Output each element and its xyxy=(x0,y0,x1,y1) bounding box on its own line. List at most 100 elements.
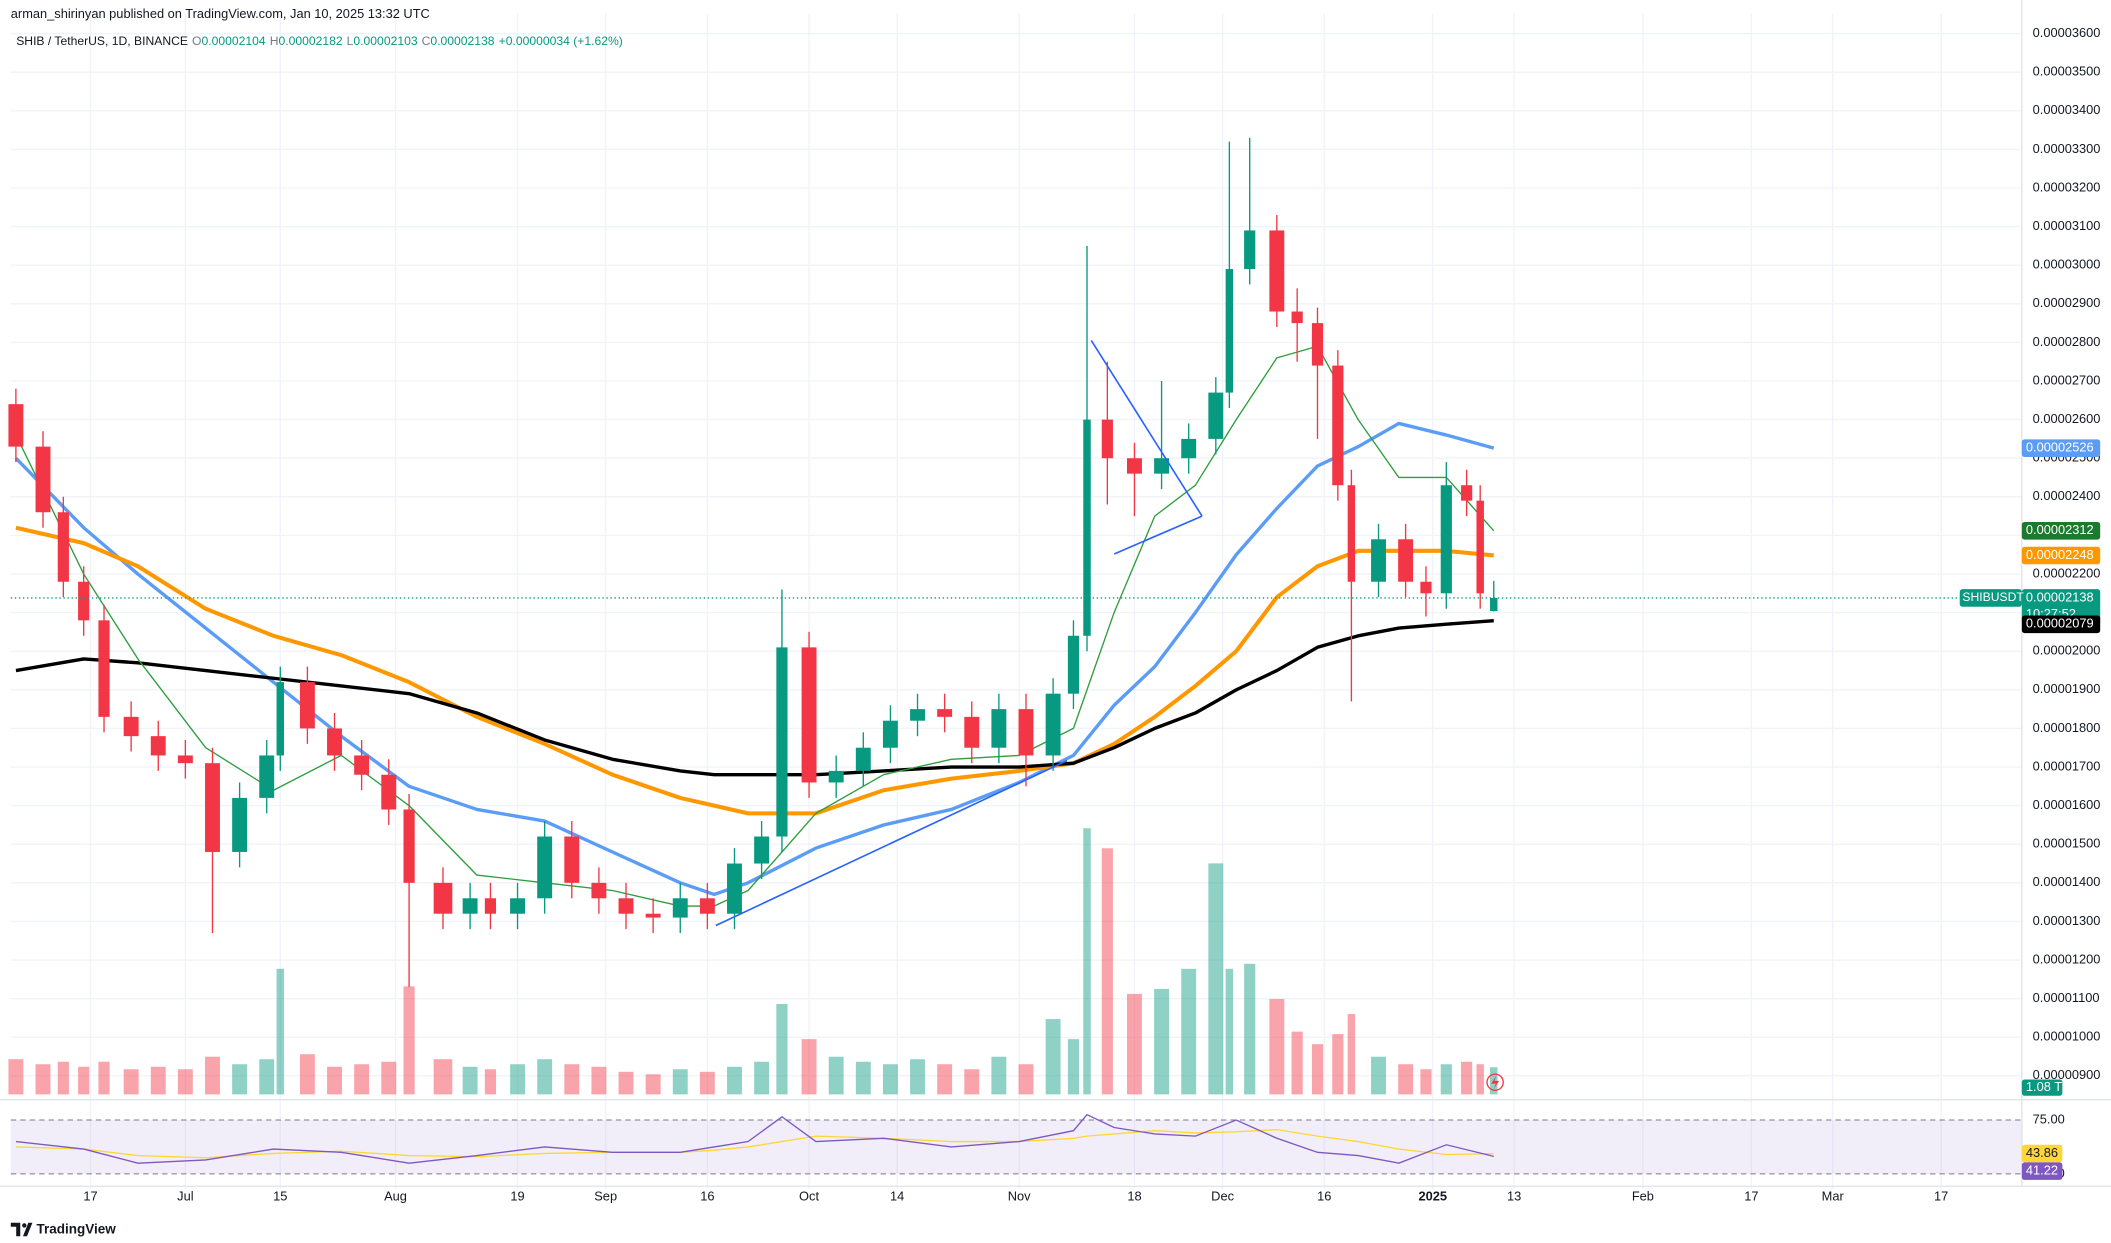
candle-body xyxy=(1461,485,1473,501)
x-tick-label: 19 xyxy=(510,1188,524,1203)
volume-bar xyxy=(1440,1064,1452,1095)
rsi-badge-bg xyxy=(2021,1162,2063,1180)
logo-mark xyxy=(22,1222,33,1237)
candle-body xyxy=(1311,323,1324,366)
volume-bar xyxy=(1371,1056,1386,1095)
volume-bar xyxy=(381,1061,397,1095)
volume-bar xyxy=(776,1003,788,1095)
volume-bar xyxy=(1461,1061,1473,1095)
candle-body xyxy=(1420,581,1432,594)
volume-bar xyxy=(57,1061,69,1095)
volume-bar xyxy=(727,1066,742,1095)
plot xyxy=(8,137,2022,1175)
ma-badge-bg xyxy=(2021,522,2101,540)
candle-body xyxy=(35,446,51,513)
candle-body xyxy=(276,682,285,756)
volume-bar xyxy=(1476,1064,1484,1095)
brand: TradingView xyxy=(36,1222,116,1237)
publisher: arman_shirinyan published on TradingView… xyxy=(11,6,430,21)
volume-bar xyxy=(1083,828,1091,1095)
candle-body xyxy=(727,863,742,914)
candle-body xyxy=(1045,693,1061,756)
candle-body xyxy=(537,836,553,899)
rsi-tick-label: 75.00 xyxy=(2033,1111,2065,1126)
y-tick-label: 0.00002700 xyxy=(2033,372,2101,387)
ohlc-key: C xyxy=(422,34,431,48)
volume-bar xyxy=(855,1061,871,1095)
y-tick-label: 0.00001400 xyxy=(2033,874,2101,889)
volume-bar xyxy=(205,1056,220,1095)
alert-icon[interactable] xyxy=(1486,1073,1504,1092)
candle-body xyxy=(123,716,139,737)
volume-bar xyxy=(177,1069,193,1095)
ma-badge-bg xyxy=(2021,615,2101,634)
trend-line xyxy=(1090,340,1203,517)
volume-bar xyxy=(1420,1069,1432,1095)
volume-bar xyxy=(618,1071,634,1095)
candle-body xyxy=(354,755,370,775)
y-tick-label: 0.00002200 xyxy=(2033,565,2101,580)
volume-bar xyxy=(276,968,285,1095)
candle-body xyxy=(98,620,110,717)
y-tick-label: 0.00001000 xyxy=(2033,1029,2101,1044)
candle-body xyxy=(1181,438,1197,459)
candle-body xyxy=(327,728,342,756)
volume-bar xyxy=(1154,988,1170,1095)
alert-icon-bolt xyxy=(1491,1075,1500,1089)
y-tick-label: 0.00002900 xyxy=(2033,295,2101,310)
y-tick-label: 0.00003600 xyxy=(2033,25,2101,40)
volume-bar xyxy=(78,1066,90,1095)
grid xyxy=(10,13,2022,1189)
axes: 0.00000900 0.00001000 0.00001100 0.00001200… xyxy=(83,25,2100,1203)
ohlc-value: 0.00002103 xyxy=(353,34,417,48)
y-tick-label: 0.00001900 xyxy=(2033,681,2101,696)
volume-bar xyxy=(991,1056,1007,1095)
y-tick-label: 0.00002800 xyxy=(2033,334,2101,349)
y-tick-label: 0.00003100 xyxy=(2033,218,2101,233)
volume-bar xyxy=(433,1059,453,1095)
rsi-line xyxy=(15,1113,1494,1164)
moving-average xyxy=(15,525,1494,816)
rsi-band xyxy=(10,1119,2022,1174)
candle-body xyxy=(1083,419,1091,636)
candle-body xyxy=(177,755,193,764)
candle-body xyxy=(910,709,925,721)
y-tick-label: 0.00003400 xyxy=(2033,102,2101,117)
volume-bar xyxy=(564,1064,580,1095)
x-tick-label: 2025 xyxy=(1418,1188,1447,1203)
volume-bar xyxy=(354,1064,370,1095)
candle-body xyxy=(801,647,817,783)
y-tick-label: 0.00003500 xyxy=(2033,64,2101,79)
x-tick-label: 15 xyxy=(273,1188,287,1203)
candle-body xyxy=(78,581,90,621)
x-tick-label: 17 xyxy=(83,1188,97,1203)
volume-bar xyxy=(327,1066,342,1095)
trend-line xyxy=(715,759,1068,927)
candle-body xyxy=(882,720,898,748)
candle-body xyxy=(672,898,688,918)
y-tick-label: 0.00001800 xyxy=(2033,720,2101,735)
volume-bar xyxy=(403,986,415,1095)
ma-badge: 0.00002312 xyxy=(2026,522,2094,537)
candle-body xyxy=(299,682,315,729)
symbol-tag-bg xyxy=(1959,589,2022,607)
candle-body xyxy=(1244,230,1256,270)
candle-body xyxy=(564,836,580,883)
volume-bar xyxy=(462,1066,478,1095)
y-tick-label: 0.00002400 xyxy=(2033,488,2101,503)
volume-bar xyxy=(1045,1019,1061,1095)
rsi-ma-badge: 43.86 xyxy=(2026,1145,2058,1160)
x-tick-label: Dec xyxy=(1211,1188,1234,1203)
volume-bar xyxy=(672,1069,688,1095)
ohlc-value: 0.00002104 xyxy=(202,34,266,48)
x-tick-label: 14 xyxy=(890,1188,904,1203)
candle-body xyxy=(1018,709,1034,756)
y-tick-label: 0.00001600 xyxy=(2033,797,2101,812)
volume-bar xyxy=(150,1066,166,1095)
x-tick-label: 17 xyxy=(1744,1188,1758,1203)
candle-body xyxy=(403,809,415,883)
y-tick-label: 0.00002600 xyxy=(2033,411,2101,426)
candle-body xyxy=(259,755,275,798)
candle-body xyxy=(1127,458,1142,474)
